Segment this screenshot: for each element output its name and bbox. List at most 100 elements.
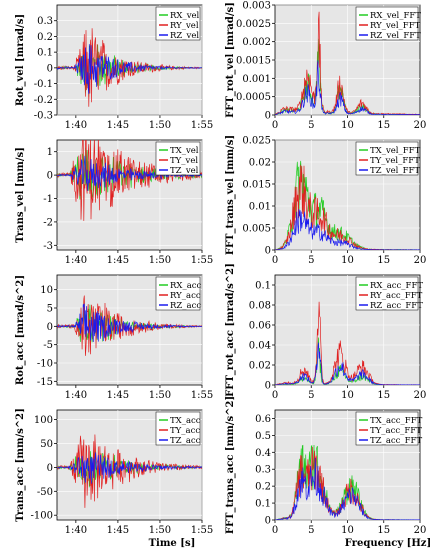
legend-entry: TY_vel_FFT: [370, 156, 420, 166]
y-tick-label: 100: [34, 415, 53, 426]
chart-panel-4: 0 5 10 15 20 0.025 0.02 0.015 0.01 0.005 0 FFT_tran…: [225, 135, 426, 266]
x-tick-label: 0: [272, 525, 278, 536]
y-tick-label: -0.2: [34, 95, 53, 106]
x-tick-label: 0: [272, 390, 278, 401]
y-tick-label: 0.08: [249, 301, 271, 312]
series-line-RY_acc: [57, 295, 202, 356]
y-tick-label: 0.1: [37, 48, 53, 59]
legend-entry: RZ_vel_FFT: [370, 31, 421, 41]
y-tick-label: 0.3: [255, 465, 271, 476]
legend-entry: RX_vel: [170, 11, 200, 21]
y-axis-label: Rot_acc [mrad/s^2]: [15, 275, 26, 385]
legend-entry: RZ_vel: [170, 31, 199, 41]
y-axis-label: Rot_vel [mrad/s]: [15, 14, 26, 106]
y-tick-label: -50: [37, 487, 53, 498]
chart-panel-6: 0 5 10 15 20 0.1 0.08 0.06 0.04 0.02 0 FFT_rot_acc …: [225, 263, 426, 401]
series-line-RZ_acc: [57, 303, 202, 343]
chart-panel-1: 1:40 1:45 1:50 1:55 0.3 0.2 0.1 0 -0.1 -0.2 -0.3 Ro…: [15, 4, 213, 131]
x-tick-label: 5: [308, 255, 314, 266]
x-tick-label: 20: [414, 390, 427, 401]
y-tick-label: 0: [265, 246, 271, 257]
y-tick-label: -1: [43, 194, 53, 205]
y-tick-label: 0: [47, 463, 53, 474]
legend-entry: RX_vel_FFT: [370, 11, 421, 21]
x-tick-label: 5: [308, 390, 314, 401]
chart-panel-7: 1:40 1:45 1:50 1:55 100 50 0 -50 -100 Trans_acc […: [15, 408, 213, 536]
y-axis-label: Trans_acc [mm/s^2]: [15, 408, 26, 522]
legend-entry: TY_acc: [170, 426, 200, 436]
y-tick-label: 0: [47, 63, 53, 74]
x-tick-label: 15: [377, 525, 390, 536]
x-tick-label: 10: [341, 255, 354, 266]
series-line-RZ_acc_FFT: [275, 342, 420, 385]
x-tick-label: 15: [377, 255, 390, 266]
x-tick-label: 15: [377, 120, 390, 131]
series-line-RY_vel_FFT: [275, 11, 420, 115]
chart-panel-8: 0 5 10 15 20 0.6 0.5 0.4 0.3 0.2 0.1 0 FFT_trans_acc…: [225, 396, 426, 536]
x-tick-label: 1:45: [107, 255, 129, 266]
y-axis-label: FFT_trans_acc [mm/s^2]: [225, 396, 236, 534]
series-line-TZ_acc_FFT: [275, 457, 420, 520]
y-tick-label: 0.4: [255, 448, 271, 459]
legend-box: [355, 411, 419, 446]
legend-entry: TX_vel_FFT: [370, 146, 421, 156]
x-tick-label: 1:50: [149, 525, 171, 536]
legend-entry: RY_vel_FFT: [370, 21, 421, 31]
y-tick-label: 0.0025: [236, 19, 271, 30]
x-tick-label: 1:45: [107, 525, 129, 536]
x-tick-label: 5: [308, 525, 314, 536]
legend-entry: TZ_vel: [170, 166, 199, 176]
legend-entry: TX_acc_FFT: [370, 416, 423, 426]
y-tick-label: 0.0005: [236, 92, 271, 103]
x-tick-label: 1:45: [107, 390, 129, 401]
y-tick-label: -15: [37, 377, 53, 388]
y-tick-label: 0.02: [249, 158, 271, 169]
y-tick-label: -5: [43, 340, 53, 351]
y-axis-label: FFT_rot_acc [mrad/s^2]: [225, 263, 236, 397]
y-tick-label: 0.0015: [236, 56, 271, 67]
legend-entry: RX_acc_FFT: [370, 281, 423, 291]
y-tick-label: 0: [47, 322, 53, 333]
x-tick-label: 20: [414, 525, 427, 536]
series-line-RZ_vel: [57, 44, 202, 95]
x-tick-label: 1:55: [191, 120, 213, 131]
y-tick-label: 0.1: [255, 499, 271, 510]
x-tick-label: 10: [341, 525, 354, 536]
y-tick-label: 10: [40, 285, 53, 296]
x-tick-label: 10: [341, 120, 354, 131]
y-tick-label: 0.2: [255, 482, 271, 493]
x-tick-label: 1:50: [149, 390, 171, 401]
y-tick-label: 0.06: [249, 321, 271, 332]
y-tick-label: 0.005: [242, 224, 271, 235]
y-tick-label: -100: [31, 511, 53, 522]
series-line-TZ_vel: [57, 155, 202, 191]
y-axis-label: Trans_vel [mm/s]: [15, 147, 26, 243]
legend-entry: TX_acc: [170, 416, 201, 426]
x-tick-label: 1:55: [191, 525, 213, 536]
x-tick-label: 1:50: [149, 255, 171, 266]
chart-panel-3: 1:40 1:45 1:50 1:55 1 0 -1 -2 -3 Trans_vel [mm/s]…: [15, 139, 213, 266]
y-tick-label: 0.025: [242, 136, 271, 147]
y-tick-label: -0.1: [34, 79, 53, 90]
y-tick-label: 0.6: [255, 414, 271, 425]
y-tick-label: 0: [265, 516, 271, 527]
y-tick-label: 0.02: [249, 361, 271, 372]
legend-entry: RY_acc_FFT: [370, 291, 423, 301]
legend-entry: TY_vel: [170, 156, 198, 166]
y-tick-label: -2: [43, 217, 53, 228]
y-tick-label: 1: [47, 147, 53, 158]
y-tick-label: 0: [265, 381, 271, 392]
chart-panel-5: 1:40 1:45 1:50 1:55 10 5 0 -5 -10 -15 Rot_acc [mra…: [15, 274, 213, 401]
y-tick-label: 0.003: [242, 1, 271, 12]
x-tick-label: 10: [341, 390, 354, 401]
x-tick-label: 1:40: [65, 120, 87, 131]
x-tick-label: 1:45: [107, 120, 129, 131]
